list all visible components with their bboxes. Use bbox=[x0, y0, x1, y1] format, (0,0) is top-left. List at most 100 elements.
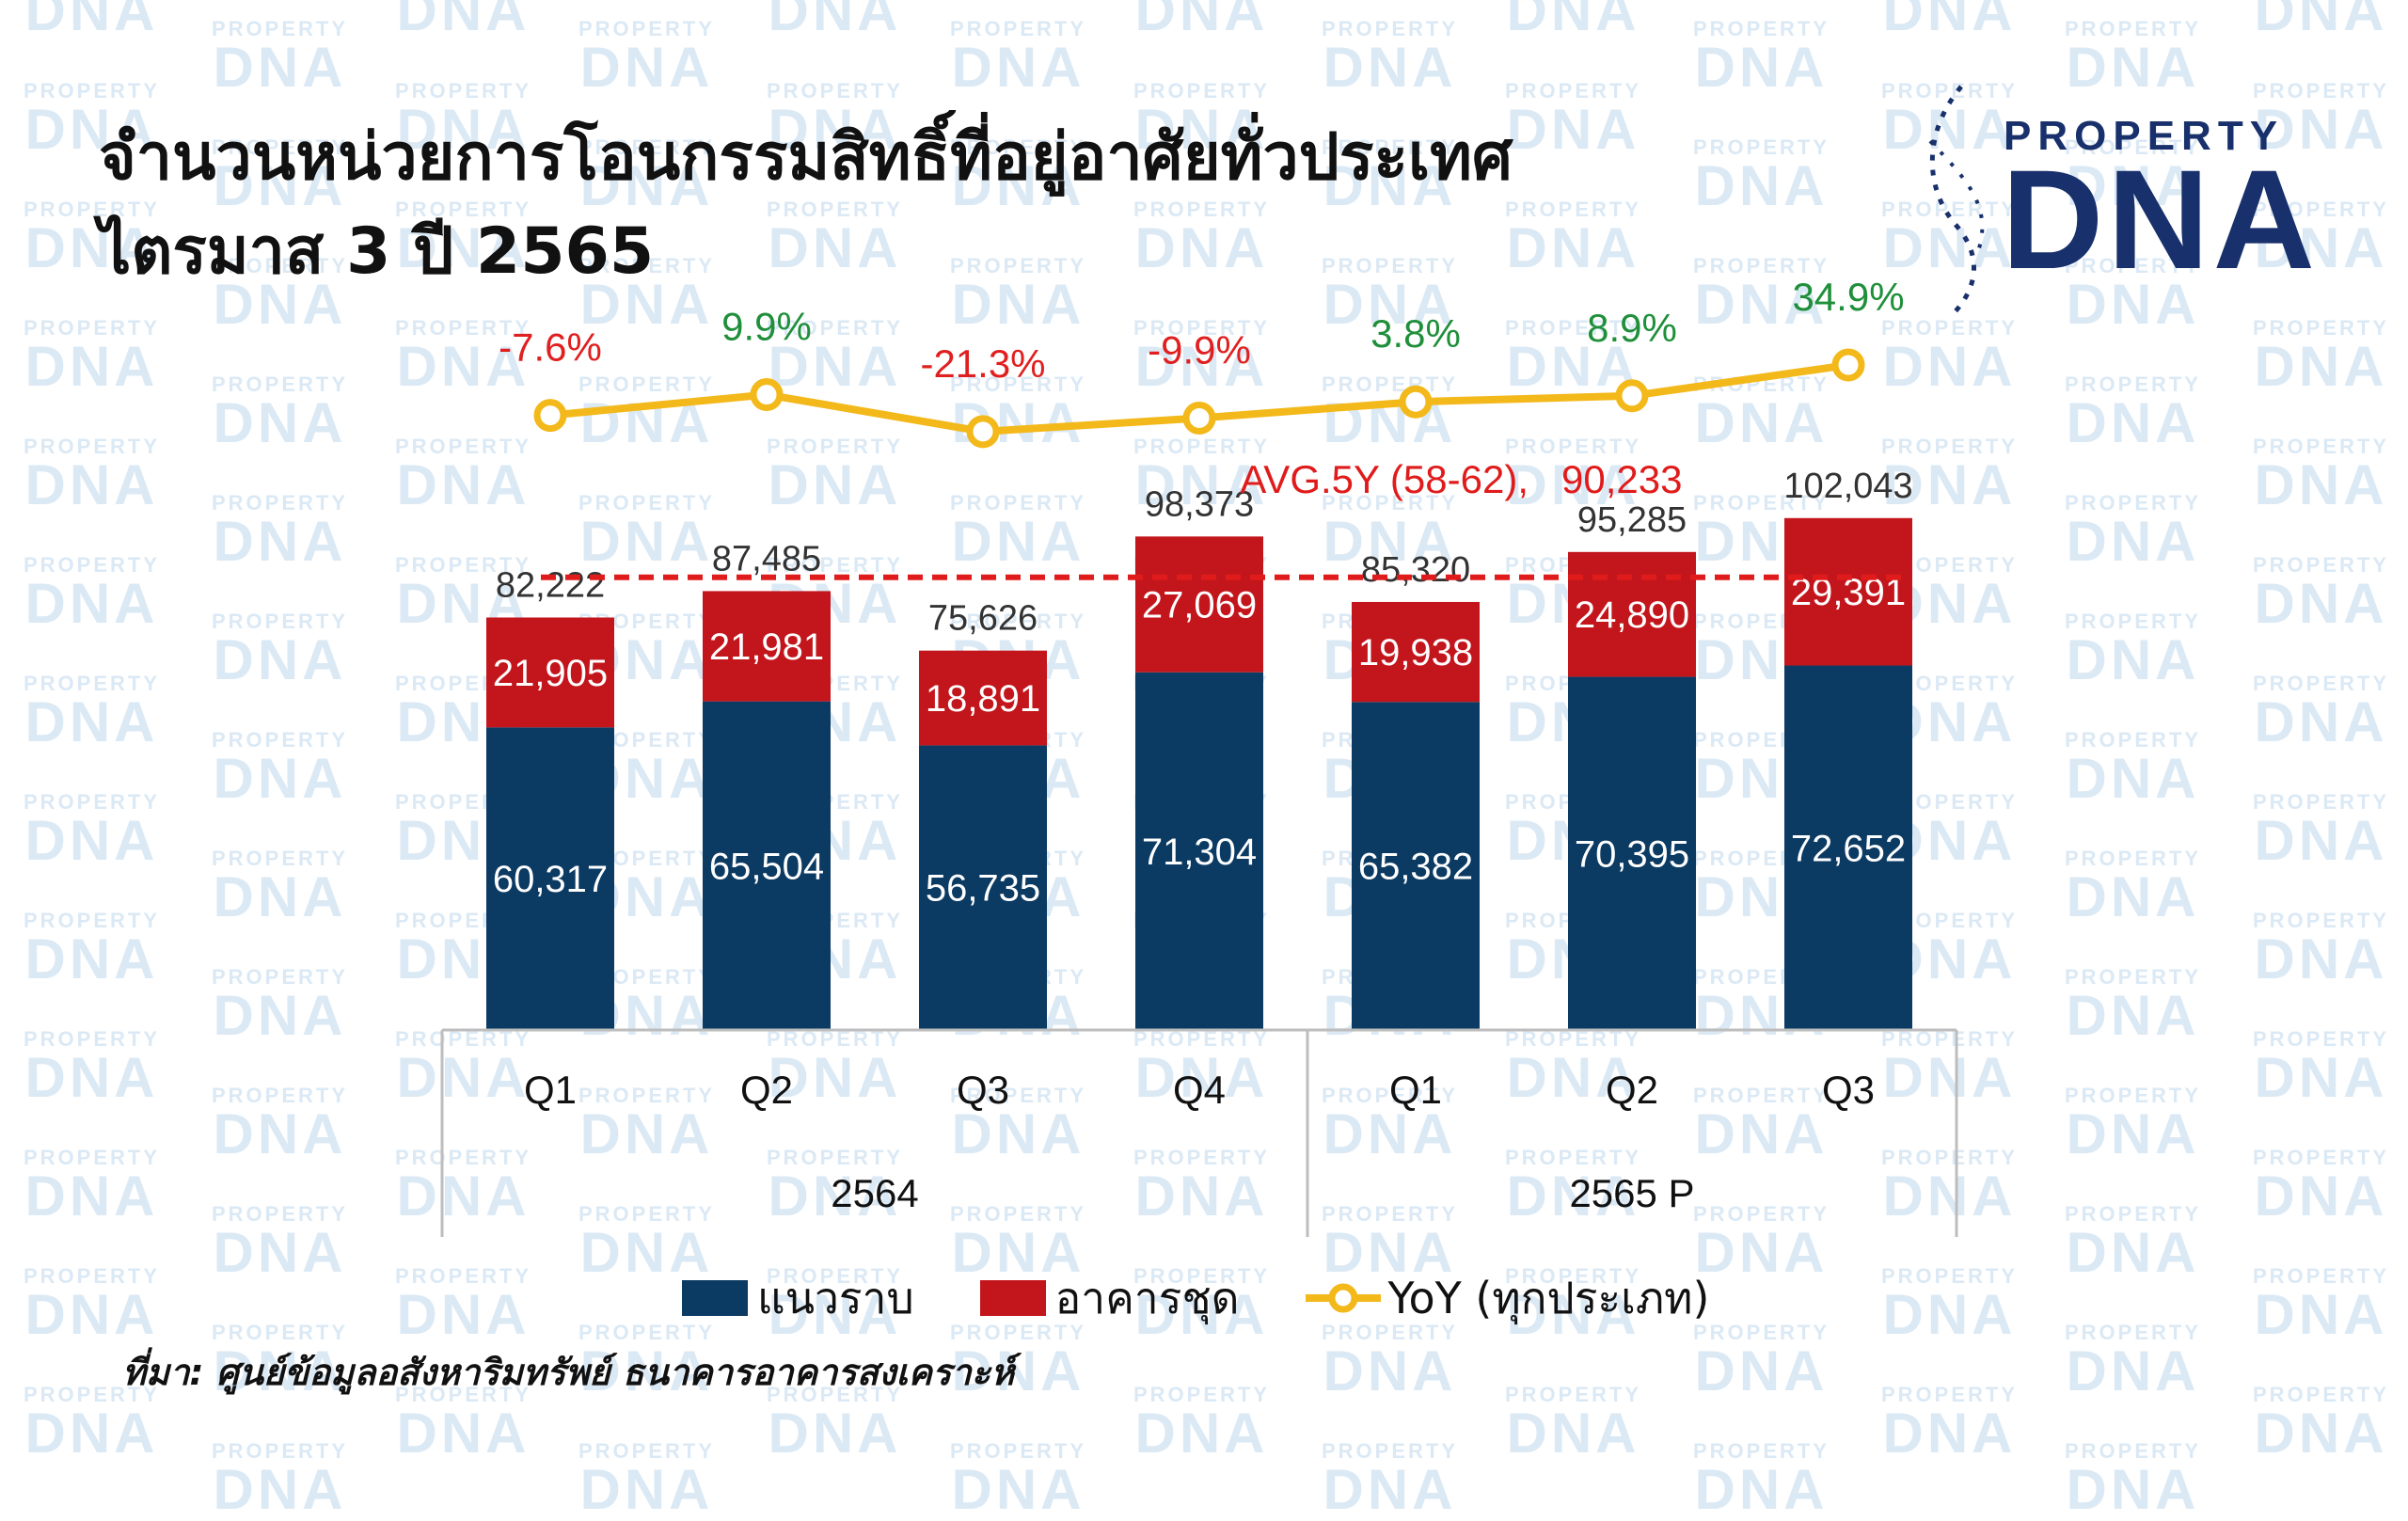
data-label-total: 85,320 bbox=[1361, 550, 1470, 590]
data-label-condo: 27,069 bbox=[1142, 585, 1257, 626]
bar-horizontal bbox=[1352, 702, 1480, 1030]
yoy-point bbox=[1831, 348, 1865, 382]
data-label-total: 98,373 bbox=[1145, 484, 1254, 524]
logo-text-large: DNA bbox=[2002, 140, 2319, 298]
yoy-point bbox=[1182, 401, 1216, 435]
yoy-label: 8.9% bbox=[1587, 306, 1677, 350]
x-tick-label: Q2 bbox=[740, 1068, 793, 1112]
chart-legend: แนวราบ อาคารชุด YoY (ทุกประเภท) bbox=[682, 1265, 1775, 1331]
legend-label-condo: อาคารชุด bbox=[1054, 1272, 1240, 1323]
bar-horizontal bbox=[1135, 672, 1263, 1030]
group-label: 2565 P bbox=[1569, 1171, 1694, 1215]
data-label-condo: 19,938 bbox=[1358, 632, 1473, 673]
data-label-total: 87,485 bbox=[712, 539, 821, 578]
x-tick-label: Q1 bbox=[524, 1068, 577, 1112]
data-label-horizontal: 56,735 bbox=[926, 868, 1040, 910]
transfer-units-chart: 60,317 21,905 82,222 65,504 21,981 87,485 56,7… bbox=[440, 275, 1958, 1237]
avg-reference-value: 90,233 bbox=[1561, 457, 1682, 501]
legend-item-condo: อาคารชุด bbox=[979, 1264, 1240, 1333]
bar-condo bbox=[1352, 601, 1480, 703]
yoy-point bbox=[750, 378, 784, 412]
legend-label-yoy: YoY (ทุกประเภท) bbox=[1387, 1272, 1710, 1323]
bar-condo bbox=[703, 591, 831, 702]
bar-condo bbox=[1568, 551, 1696, 677]
yoy-point bbox=[966, 415, 1000, 449]
x-tick-label: Q2 bbox=[1606, 1068, 1658, 1112]
legend-item-horizontal: แนวราบ bbox=[682, 1264, 914, 1333]
data-label-total: 102,043 bbox=[1783, 467, 1912, 506]
legend-swatch-condo bbox=[979, 1280, 1046, 1316]
legend-item-yoy: YoY (ทุกประเภท) bbox=[1305, 1264, 1710, 1333]
legend-label-horizontal: แนวราบ bbox=[757, 1272, 914, 1323]
data-label-total: 95,285 bbox=[1577, 500, 1687, 540]
yoy-label: 9.9% bbox=[721, 305, 812, 349]
data-label-condo: 24,890 bbox=[1575, 594, 1689, 636]
group-label: 2564 bbox=[831, 1171, 918, 1215]
property-dna-logo: PROPERTY DNA bbox=[1919, 75, 2370, 320]
avg-reference-label: AVG.5Y (58-62), bbox=[1240, 457, 1529, 501]
legend-swatch-yoy bbox=[1305, 1283, 1381, 1313]
